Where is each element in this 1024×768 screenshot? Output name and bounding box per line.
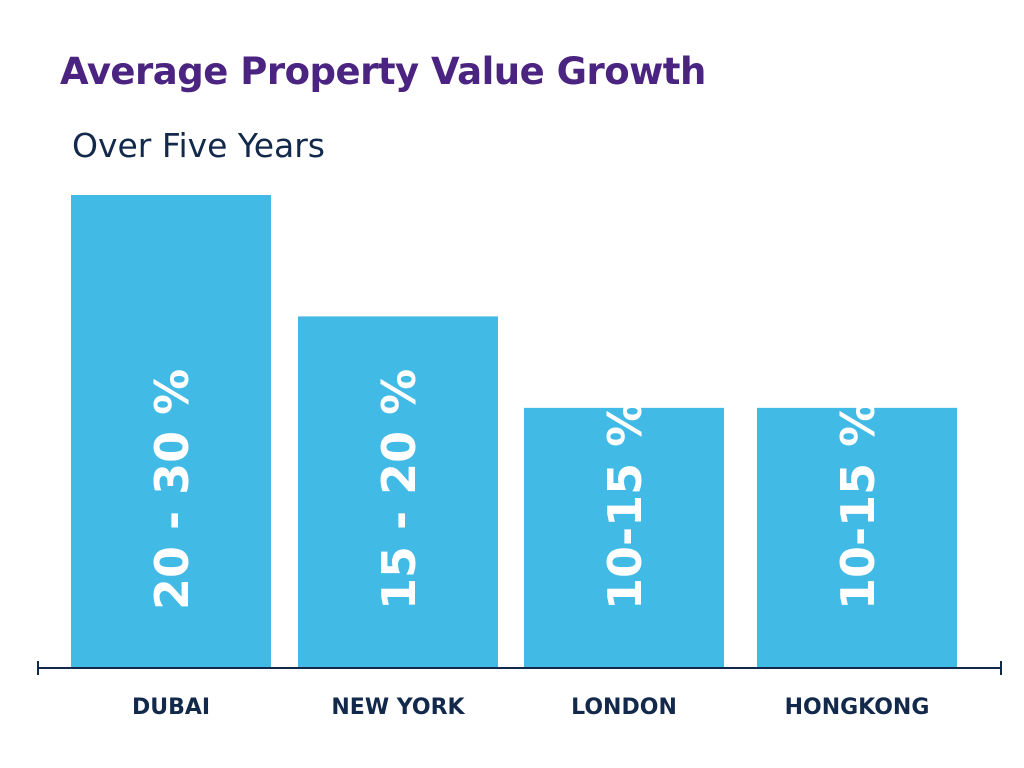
x-tick-label: DUBAI (132, 695, 210, 720)
data-label: 10-15 % (598, 401, 652, 610)
data-label: 10-15 % (831, 401, 885, 610)
data-label: 15 - 20 % (372, 369, 426, 610)
bar-hongkong (757, 407, 957, 668)
data-label: 20 - 30 % (145, 369, 199, 610)
bar-london (524, 407, 724, 668)
x-tick-label: HONGKONG (785, 695, 930, 720)
bar-dubai (71, 195, 271, 668)
chart-subtitle: Over Five Years (72, 126, 325, 165)
chart-title: Average Property Value Growth (60, 50, 706, 93)
x-tick-label: NEW YORK (331, 695, 465, 720)
bar-new-york (298, 316, 498, 668)
x-tick-label: LONDON (571, 695, 677, 720)
